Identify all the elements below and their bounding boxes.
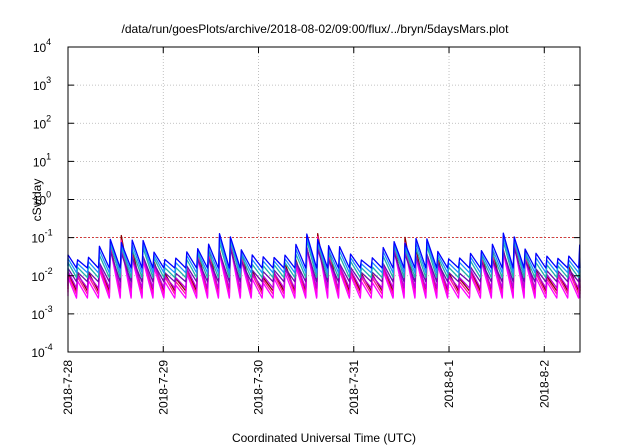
y-axis-label: cSv/day bbox=[30, 179, 44, 222]
series-line-3 bbox=[67, 239, 581, 299]
x-tick-label: 2018-8-1 bbox=[442, 360, 456, 408]
x-tick-label: 2018-8-2 bbox=[537, 360, 551, 408]
y-tick-exponent: 1 bbox=[46, 151, 51, 161]
y-tick-mantissa: 10 bbox=[31, 270, 45, 284]
y-tick-mantissa: 10 bbox=[33, 117, 47, 131]
series-line-4 bbox=[67, 243, 581, 289]
y-tick-label: 101 bbox=[33, 151, 51, 169]
y-tick-exponent: 4 bbox=[46, 37, 51, 47]
x-tick-label: 2018-7-28 bbox=[61, 360, 75, 415]
x-tick-label: 2018-7-31 bbox=[347, 360, 361, 415]
y-tick-exponent: -1 bbox=[45, 228, 53, 238]
x-tick-label: 2018-7-29 bbox=[156, 360, 170, 415]
y-tick-label: 103 bbox=[33, 75, 51, 93]
chart-title: /data/run/goesPlots/archive/2018-08-02/0… bbox=[122, 22, 510, 36]
series-line-7 bbox=[67, 235, 581, 274]
y-tick-mantissa: 10 bbox=[31, 308, 45, 322]
y-tick-mantissa: 10 bbox=[33, 194, 47, 208]
y-tick-exponent: -4 bbox=[45, 342, 53, 352]
y-tick-exponent: 3 bbox=[46, 75, 51, 85]
x-tick-label: 2018-7-30 bbox=[252, 360, 266, 415]
series-group bbox=[67, 232, 581, 299]
y-tick-label: 10-4 bbox=[31, 342, 52, 360]
series-line-6 bbox=[67, 239, 581, 279]
y-tick-label: 102 bbox=[33, 113, 51, 131]
x-axis-label: Coordinated Universal Time (UTC) bbox=[232, 431, 416, 445]
y-tick-exponent: -2 bbox=[45, 266, 53, 276]
y-tick-exponent: 2 bbox=[46, 113, 51, 123]
y-tick-mantissa: 10 bbox=[33, 41, 47, 55]
y-tick-exponent: 0 bbox=[46, 190, 51, 200]
y-tick-mantissa: 10 bbox=[33, 155, 47, 169]
y-tick-exponent: -3 bbox=[45, 304, 53, 314]
x-axis-ticks: 2018-7-28 2018-7-29 2018-7-30 2018-7-31 2018… bbox=[61, 47, 551, 415]
y-tick-mantissa: 10 bbox=[31, 232, 45, 246]
y-tick-label: 10-3 bbox=[31, 304, 52, 322]
y-tick-label: 104 bbox=[33, 37, 51, 55]
y-tick-mantissa: 10 bbox=[33, 79, 47, 93]
series-line-5 bbox=[67, 247, 581, 283]
series-line-8 bbox=[67, 232, 581, 269]
y-tick-label: 100 bbox=[33, 190, 51, 208]
y-tick-mantissa: 10 bbox=[31, 346, 45, 360]
y-tick-label: 10-2 bbox=[31, 266, 52, 284]
y-tick-label: 10-1 bbox=[31, 228, 52, 246]
